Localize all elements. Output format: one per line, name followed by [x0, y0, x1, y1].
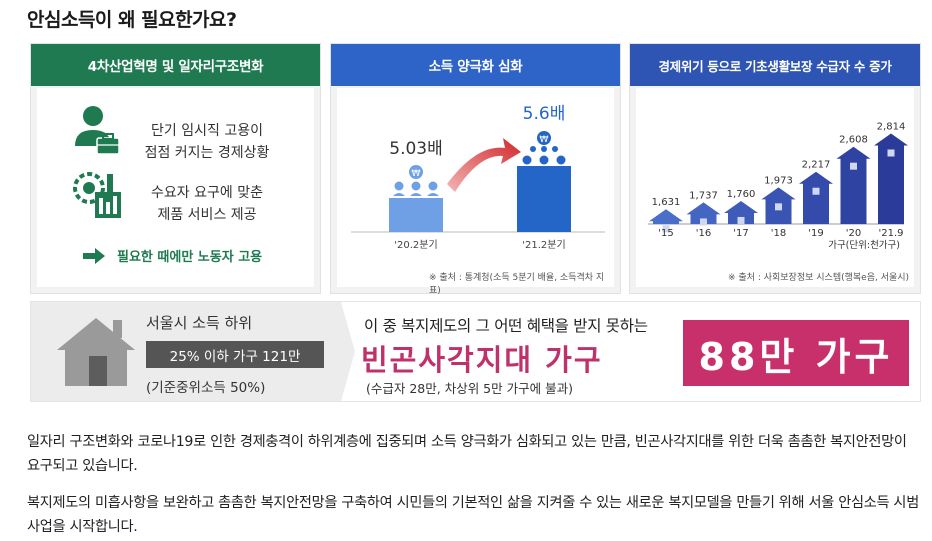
paragraph-2: 복지제도의 미흡사항을 보완하고 촘촘한 복지안전망을 구축하여 시민들의 기본… — [27, 495, 919, 535]
people-group-before-icon: ₩ — [389, 165, 443, 232]
x-tick-4: '19 — [808, 228, 823, 239]
card1-final-text: 필요한 때에만 노동자 고용 — [117, 250, 263, 265]
polarization-illustration: ₩ ₩ 5.03배 5.6배 '20.2분기 '21. — [351, 104, 605, 251]
value-label-4: 2,217 — [802, 160, 831, 171]
recipients-bar-chart: 1,631 '15 1,737 '16 1,760 '17 1,973 '18 2,217 '19… — [648, 122, 908, 251]
card1-body: 단기 임시직 고용이 점점 커지는 경제상황 수요자 요구에 맞춘 제품 서비스… — [37, 88, 314, 287]
seoul-sub: (기준중위소득 50%) — [146, 380, 266, 396]
x-tick-3: '18 — [771, 228, 786, 239]
card1-line2a: 수요자 요구에 맞춘 — [151, 185, 263, 201]
bar-window-0 — [662, 225, 670, 233]
card1-final-row: 필요한 때에만 노동자 고용 — [83, 246, 262, 265]
card3-body: 1,631 '15 1,737 '16 1,760 '17 1,973 '18 2,217 '19… — [636, 88, 914, 287]
card1-line1b: 점점 커지는 경제상황 — [144, 145, 270, 161]
card-job-structure: 4차산업혁명 및 일자리구조변화 단기 임시직 고용이 점점 커지는 경제상황 … — [30, 43, 321, 294]
bar-window-6 — [887, 149, 895, 157]
card3-source: ※ 출처 : 사회보장정보 시스템(행복e음, 서울시) — [728, 273, 910, 283]
value-label-6: 2,814 — [877, 122, 906, 133]
x-tick-5: '20 — [846, 228, 861, 239]
banner-line1: 이 중 복지제도의 그 어떤 혜택을 받지 못하는 — [364, 317, 648, 335]
svg-text:₩: ₩ — [540, 135, 549, 145]
value-label-0: 1,631 — [652, 197, 681, 208]
chevron-right-shape — [341, 302, 355, 401]
value-label-3: 1,973 — [764, 175, 793, 186]
card2-source: ※ 출처 : 통계청(소득 5분기 배율, 소득격차 지표) — [429, 273, 605, 296]
arrow-right-icon — [83, 247, 105, 264]
bar-window-4 — [812, 187, 820, 195]
card-income-polarization: 소득 양극화 심화 ₩ — [330, 43, 621, 296]
paragraph-1: 일자리 구조변화와 코로나19로 인한 경제충격이 하위계층에 집중되며 소득 … — [27, 434, 907, 474]
value-label-1: 1,737 — [689, 190, 718, 201]
bar-5 — [836, 146, 871, 224]
x-tick-2: '17 — [733, 228, 748, 239]
bar-1 — [686, 202, 721, 224]
card2-header: 소득 양극화 심화 — [331, 44, 620, 86]
svg-text:₩: ₩ — [412, 169, 421, 179]
value-after: 5.6배 — [523, 104, 566, 124]
value-before: 5.03배 — [389, 139, 443, 159]
card2-body: ₩ ₩ 5.03배 5.6배 '20.2분기 '21. — [337, 88, 614, 296]
value-label-5: 2,608 — [839, 135, 868, 146]
x-tick-0: '15 — [658, 228, 673, 239]
x-tick-6: '21.9 — [878, 228, 903, 239]
card1-line1a: 단기 임시직 고용이 — [151, 123, 263, 139]
bar-window-2 — [737, 216, 745, 224]
banner-big-text: 빈곤사각지대 가구 — [361, 343, 603, 377]
bar-window-3 — [775, 203, 782, 211]
bar-window-1 — [700, 218, 707, 226]
page-title: 안심소득이 왜 필요한가요? — [27, 9, 237, 31]
unit-label: 가구(단위:천가구) — [828, 239, 900, 251]
bar-window-5 — [850, 162, 857, 170]
bar-6 — [874, 133, 908, 224]
seoul-label: 서울시 소득 하위 — [146, 314, 253, 332]
value-label-2: 1,760 — [727, 189, 756, 200]
people-group-after-icon: ₩ — [517, 131, 571, 232]
bar-4 — [799, 171, 833, 224]
increase-arrow-icon — [447, 138, 521, 192]
house-icon — [57, 318, 135, 386]
card3-header: 경제위기 등으로 기초생활보장 수급자 수 증가 — [630, 44, 920, 86]
worker-briefcase-icon — [75, 106, 120, 155]
seoul-box: 25% 이하 가구 121만 — [146, 341, 324, 368]
card1-line2b: 제품 서비스 제공 — [157, 207, 257, 223]
bar-0 — [649, 209, 683, 224]
factory-gear-icon — [73, 172, 121, 218]
card1-header: 4차산업혁명 및 일자리구조변화 — [31, 44, 320, 86]
label-after: '21.2분기 — [522, 239, 565, 251]
banner-small-text: (수급자 28만, 차상위 5만 가구에 불과) — [366, 381, 573, 396]
household-count-badge: 88만 가구 — [683, 320, 909, 386]
seoul-income-panel: 서울시 소득 하위 25% 이하 가구 121만 (기준중위소득 50%) — [31, 302, 341, 401]
bar-2 — [724, 200, 758, 224]
label-before: '20.2분기 — [394, 239, 437, 251]
poverty-blind-spot-banner: 서울시 소득 하위 25% 이하 가구 121만 (기준중위소득 50%) 이 … — [30, 301, 921, 402]
x-tick-1: '16 — [696, 228, 711, 239]
card-recipients-chart: 경제위기 등으로 기초생활보장 수급자 수 증가 1,631 '15 1,737 '1… — [629, 43, 921, 294]
